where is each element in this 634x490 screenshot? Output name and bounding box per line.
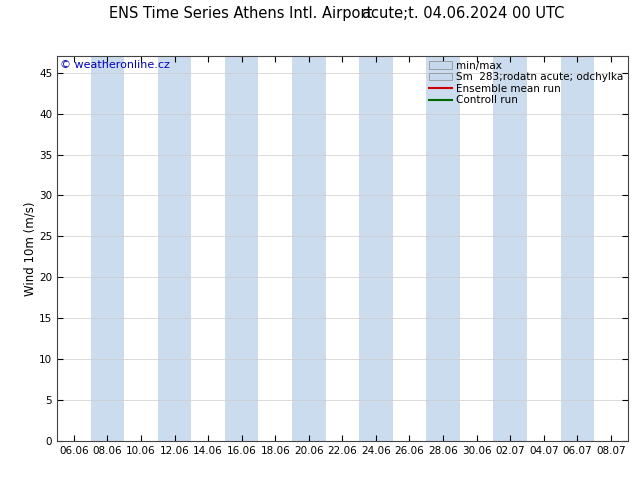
Text: © weatheronline.cz: © weatheronline.cz [60,60,170,70]
Text: ENS Time Series Athens Intl. Airport: ENS Time Series Athens Intl. Airport [109,6,373,21]
Bar [225,56,259,441]
Bar [91,56,124,441]
Legend: min/max, Sm  283;rodatn acute; odchylka, Ensemble mean run, Controll run: min/max, Sm 283;rodatn acute; odchylka, … [427,58,626,107]
Bar [292,56,326,441]
Bar [158,56,191,441]
Bar [426,56,460,441]
Y-axis label: Wind 10m (m/s): Wind 10m (m/s) [23,201,36,296]
Bar [493,56,527,441]
Text: acute;t. 04.06.2024 00 UTC: acute;t. 04.06.2024 00 UTC [361,6,564,21]
Bar [359,56,392,441]
Bar [560,56,594,441]
